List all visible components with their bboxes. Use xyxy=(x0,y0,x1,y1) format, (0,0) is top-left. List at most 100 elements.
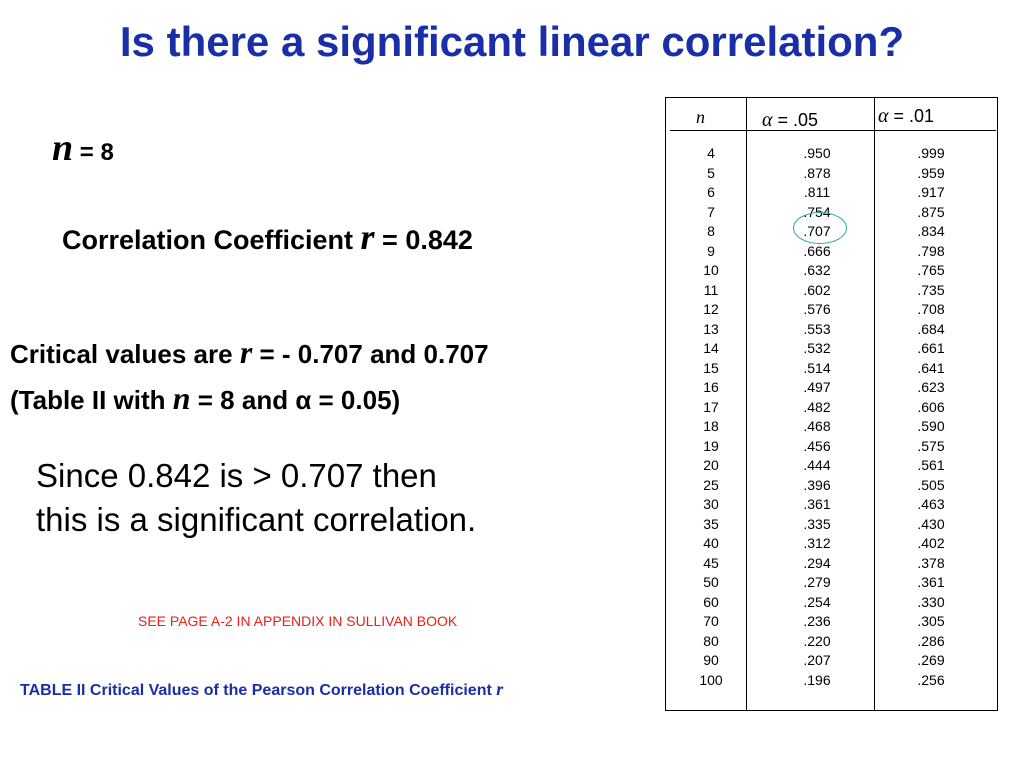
table-row: 9 .666 .798 xyxy=(666,243,999,263)
critical-values-table: n α = .05 α = .01 4 .950 .999 5 .878 .959 6 .81… xyxy=(665,97,998,711)
cell-alpha-01: .402 xyxy=(917,535,945,551)
cell-alpha-01: .330 xyxy=(917,593,945,610)
table-row: 4 .950 .999 xyxy=(666,145,999,165)
highlight-circle xyxy=(793,212,847,244)
table-reference-line: (Table II with n = 8 and α = 0.05) xyxy=(10,376,489,422)
cell-n: 17 xyxy=(703,398,719,415)
table-row: 16 .497 .623 xyxy=(666,379,999,399)
cell-n: 10 xyxy=(703,262,719,278)
cell-n: 18 xyxy=(703,418,719,434)
cell-alpha-01: .765 xyxy=(917,262,945,278)
table-row: 15 .514 .641 xyxy=(666,360,999,380)
cell-alpha-05: .532 xyxy=(803,340,831,356)
table-row: 14 .532 .661 xyxy=(666,340,999,360)
table-caption: TABLE II Critical Values of the Pearson … xyxy=(20,679,503,700)
cell-alpha-01: .641 xyxy=(917,359,945,376)
cell-n: 14 xyxy=(703,340,719,356)
n-symbol: n xyxy=(52,127,74,169)
cell-n: 45 xyxy=(703,554,719,571)
slide-title: Is there a significant linear correlatio… xyxy=(119,18,905,65)
sample-size-value: = 8 xyxy=(73,139,114,166)
cell-n: 6 xyxy=(707,184,715,200)
cell-alpha-05: .444 xyxy=(803,457,831,473)
cell-alpha-05: .335 xyxy=(803,515,831,532)
table-row: 45 .294 .378 xyxy=(666,555,999,575)
cell-n: 4 xyxy=(707,145,715,161)
table-row: 12 .576 .708 xyxy=(666,301,999,321)
cell-n: 60 xyxy=(703,593,719,610)
cell-alpha-05: .602 xyxy=(803,281,831,298)
cell-n: 7 xyxy=(707,203,715,220)
correlation-value: = 0.842 xyxy=(374,225,473,255)
header-alpha-05: α = .05 xyxy=(762,109,818,132)
r-symbol: r xyxy=(496,679,504,699)
cell-n: 50 xyxy=(703,574,719,590)
cell-alpha-05: .361 xyxy=(803,496,831,512)
header-n: n xyxy=(696,107,705,127)
table-row: 19 .456 .575 xyxy=(666,438,999,458)
cell-alpha-05: .468 xyxy=(803,418,831,434)
table-row: 30 .361 .463 xyxy=(666,496,999,516)
cell-alpha-05: .514 xyxy=(803,359,831,376)
cell-alpha-05: .456 xyxy=(803,437,831,454)
cell-alpha-01: .505 xyxy=(917,476,945,493)
table-row: 11 .602 .735 xyxy=(666,282,999,302)
cell-alpha-05: .254 xyxy=(803,593,831,610)
cell-n: 9 xyxy=(707,242,715,259)
header-alpha-05-value: = .05 xyxy=(772,110,819,130)
cell-n: 19 xyxy=(703,437,719,454)
column-divider xyxy=(746,98,747,710)
cell-alpha-01: .606 xyxy=(917,398,945,415)
cell-alpha-01: .361 xyxy=(917,574,945,590)
table-row: 18 .468 .590 xyxy=(666,418,999,438)
cell-alpha-05: .220 xyxy=(803,632,831,649)
cell-alpha-05: .279 xyxy=(803,574,831,590)
table-row: 17 .482 .606 xyxy=(666,399,999,419)
table-row: 90 .207 .269 xyxy=(666,652,999,672)
table-ref-pre: (Table II with xyxy=(10,385,173,415)
cell-alpha-05: .294 xyxy=(803,554,831,571)
critical-values-block: Critical values are r = - 0.707 and 0.70… xyxy=(10,330,489,422)
cell-alpha-05: .207 xyxy=(803,652,831,668)
cell-alpha-05: .878 xyxy=(803,164,831,181)
cell-alpha-01: .575 xyxy=(917,437,945,454)
cell-n: 90 xyxy=(703,652,719,668)
table-row: 60 .254 .330 xyxy=(666,594,999,614)
cell-alpha-01: .684 xyxy=(917,320,945,337)
table-row: 50 .279 .361 xyxy=(666,574,999,594)
table-row: 6 .811 .917 xyxy=(666,184,999,204)
cell-alpha-01: .463 xyxy=(917,496,945,512)
cell-alpha-01: .661 xyxy=(917,340,945,356)
alpha-symbol: α xyxy=(762,109,773,131)
cell-alpha-01: .959 xyxy=(917,164,945,181)
correlation-coefficient-line: Correlation Coefficient r = 0.842 xyxy=(62,216,473,258)
cell-alpha-01: .378 xyxy=(917,554,945,571)
cell-alpha-01: .917 xyxy=(917,184,945,200)
table-row: 40 .312 .402 xyxy=(666,535,999,555)
critical-pre: Critical values are xyxy=(10,339,240,369)
cell-alpha-01: .305 xyxy=(917,613,945,629)
cell-alpha-01: .834 xyxy=(917,223,945,239)
cell-alpha-01: .269 xyxy=(917,652,945,668)
cell-n: 8 xyxy=(707,223,715,239)
cell-alpha-05: .950 xyxy=(803,145,831,161)
table-body: 4.950.999 5.878.959 6.811.917 7.754.875 8.70… xyxy=(666,145,999,691)
table-row: 5 .878 .959 xyxy=(666,165,999,185)
table-row: 70 .236 .305 xyxy=(666,613,999,633)
cell-n: 70 xyxy=(703,613,719,629)
cell-alpha-01: .875 xyxy=(917,203,945,220)
cell-alpha-05: .497 xyxy=(803,379,831,395)
cell-alpha-01: .798 xyxy=(917,242,945,259)
cell-alpha-01: .561 xyxy=(917,457,945,473)
cell-alpha-05: .632 xyxy=(803,262,831,278)
conclusion-line-1: Since 0.842 is > 0.707 then xyxy=(36,457,437,494)
cell-alpha-05: .236 xyxy=(803,613,831,629)
table-row: 25 .396 .505 xyxy=(666,477,999,497)
r-symbol: r xyxy=(360,217,375,257)
header-divider xyxy=(670,130,996,131)
cell-n: 25 xyxy=(703,476,719,493)
cell-n: 13 xyxy=(703,320,719,337)
conclusion-text: Since 0.842 is > 0.707 then this is a si… xyxy=(36,454,476,542)
table-row: 35 .335 .430 xyxy=(666,516,999,536)
table-row: 80 .220 .286 xyxy=(666,633,999,653)
